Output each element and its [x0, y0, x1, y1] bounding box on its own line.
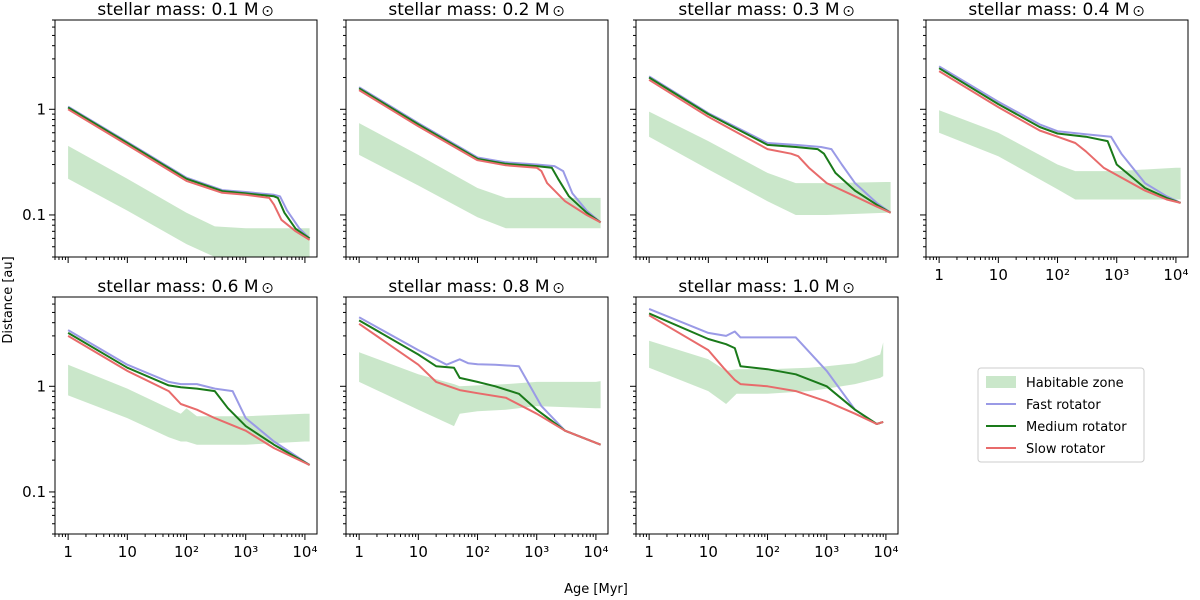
solar-mass-symbol-dot — [266, 10, 269, 12]
panel-frame — [54, 19, 318, 258]
panel-1: 1 0.1 stellar mass: 0.1 M — [22, 0, 318, 263]
solar-mass-symbol-dot — [1137, 10, 1140, 12]
habitable-zone-band — [649, 111, 891, 215]
medium-rotator-line — [358, 87, 602, 224]
x-tick-label: 10³ — [524, 543, 549, 561]
slow-rotator-line — [67, 335, 311, 466]
panel-title: stellar mass: 0.6 M — [97, 277, 258, 297]
y-tick-label: 0.1 — [22, 483, 46, 501]
panel-title: stellar mass: 0.8 M — [388, 277, 549, 297]
habitable-zone-band — [649, 340, 884, 404]
solar-mass-symbol — [553, 283, 564, 293]
fast-rotator-line — [648, 75, 892, 214]
panel-frame — [345, 296, 609, 535]
medium-rotator-line — [358, 319, 601, 446]
fast-rotator-line — [67, 329, 311, 466]
slow-rotator-line — [358, 322, 601, 446]
slow-rotator-line — [938, 70, 1181, 204]
panel-title: stellar mass: 0.1 M — [97, 0, 258, 20]
legend-label: Medium rotator — [1026, 420, 1127, 435]
slow-rotator-line — [648, 78, 892, 214]
solar-mass-symbol-dot — [557, 10, 560, 12]
panel-frame — [925, 19, 1189, 258]
habitable-zone-band — [68, 145, 310, 257]
y-tick-label: 0.1 — [22, 206, 46, 224]
solar-mass-symbol-dot — [847, 287, 850, 289]
panel-title: stellar mass: 0.4 M — [968, 0, 1129, 20]
solar-mass-symbol — [1133, 6, 1144, 16]
solar-mass-symbol — [843, 6, 854, 16]
x-tick-label: 10 — [118, 543, 137, 561]
x-tick-label: 10² — [1045, 266, 1070, 284]
x-tick-label: 10² — [465, 543, 490, 561]
legend-label: Habitable zone — [1026, 376, 1124, 391]
x-tick-label: 10³ — [1104, 266, 1129, 284]
x-tick-label: 10⁴ — [583, 543, 608, 561]
x-tick-label: 10 — [989, 266, 1008, 284]
x-tick-label: 1 — [644, 543, 654, 561]
panels: 1 0.1 stellar mass: 0.1 M stellar mass: 0.2… — [22, 0, 1189, 561]
x-axis-label: Age [Myr] — [564, 582, 628, 597]
panel-frame — [635, 19, 899, 258]
habitable-zone-band — [68, 364, 310, 445]
habitable-zone-band — [939, 110, 1181, 200]
habitable-zone-band — [359, 352, 601, 427]
solar-mass-symbol-dot — [847, 10, 850, 12]
y-axis-label: Distance [au] — [1, 256, 16, 343]
solar-mass-symbol — [262, 283, 273, 293]
solar-mass-symbol-dot — [557, 287, 560, 289]
legend-frame — [977, 367, 1145, 463]
panel-frame — [635, 296, 899, 535]
panel-frame — [54, 296, 318, 535]
x-tick-label: 10 — [409, 543, 428, 561]
legend-label: Fast rotator — [1026, 398, 1101, 413]
legend: Habitable zone Fast rotator Medium rotator… — [977, 367, 1145, 463]
medium-rotator-line — [648, 76, 892, 214]
panel-frame — [345, 19, 609, 258]
x-tick-label: 1 — [63, 543, 73, 561]
x-tick-label: 10⁴ — [292, 543, 317, 561]
solar-mass-symbol-dot — [266, 287, 269, 289]
medium-rotator-line — [938, 67, 1181, 204]
x-tick-label: 1 — [354, 543, 364, 561]
slow-rotator-line — [358, 89, 602, 224]
x-tick-label: 10³ — [233, 543, 258, 561]
fast-rotator-line — [358, 86, 602, 224]
solar-mass-symbol — [262, 6, 273, 16]
panel-title: stellar mass: 0.2 M — [388, 0, 549, 20]
panel-2: stellar mass: 0.2 M — [340, 0, 609, 263]
panel-7: 1 10 10² 10³ 10⁴ stellar mass: 1.0 M — [630, 277, 899, 561]
y-tick-label: 1 — [36, 100, 46, 118]
fast-rotator-line — [938, 65, 1182, 204]
legend-swatch-habitable-zone — [986, 376, 1016, 388]
x-tick-label: 10⁴ — [873, 543, 898, 561]
medium-rotator-line — [648, 312, 884, 425]
x-tick-label: 10² — [174, 543, 199, 561]
slow-rotator-line — [648, 314, 884, 425]
panel-5: 1 10 10² 10³ 10⁴ 1 0.1 stellar mass: 0.6 M — [22, 277, 318, 561]
medium-rotator-line — [67, 332, 311, 466]
panel-3: stellar mass: 0.3 M — [630, 0, 899, 263]
x-tick-label: 10² — [755, 543, 780, 561]
y-tick-label: 1 — [36, 377, 46, 395]
panel-title: stellar mass: 1.0 M — [678, 277, 839, 297]
solar-mass-symbol — [553, 6, 564, 16]
slow-rotator-line — [67, 108, 311, 241]
x-tick-label: 10 — [699, 543, 718, 561]
fast-rotator-line — [358, 316, 601, 446]
x-tick-label: 1 — [934, 266, 944, 284]
panel-4: 1 10 10² 10³ 10⁴ stellar mass: 0.4 M — [920, 0, 1189, 284]
medium-rotator-line — [67, 106, 311, 240]
panel-6: 1 10 10² 10³ 10⁴ stellar mass: 0.8 M — [340, 277, 609, 561]
legend-label: Slow rotator — [1026, 442, 1106, 457]
x-tick-label: 10³ — [814, 543, 839, 561]
x-tick-label: 10⁴ — [1163, 266, 1188, 284]
habitable-zone-band — [359, 123, 601, 229]
solar-mass-symbol — [843, 283, 854, 293]
panel-title: stellar mass: 0.3 M — [678, 0, 839, 20]
